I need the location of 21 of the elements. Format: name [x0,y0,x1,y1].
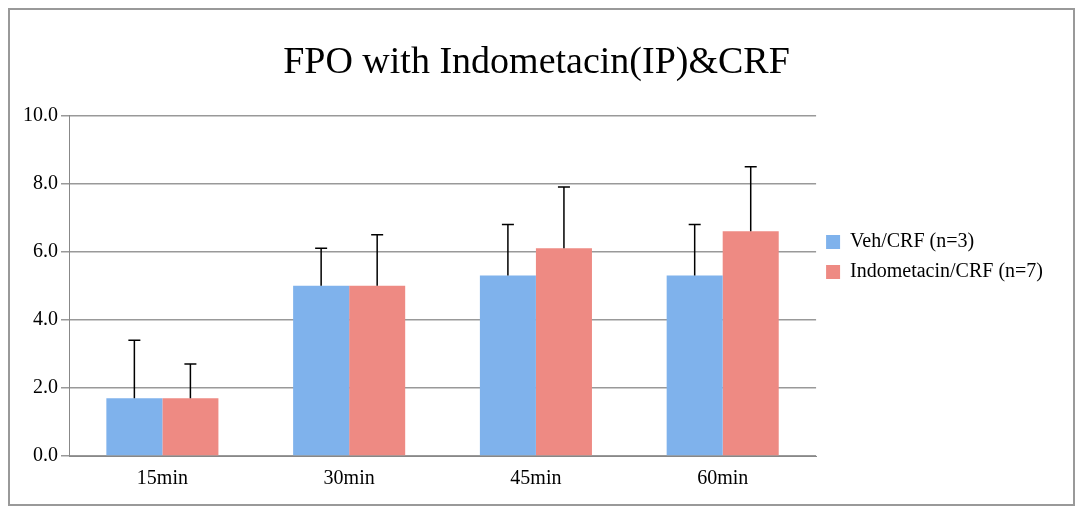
bar [666,275,723,456]
y-tick-label: 8.0 [33,170,58,193]
y-tick-label: 4.0 [33,307,58,330]
bar [162,398,219,456]
x-tick-label: 15min [136,466,188,489]
x-tick-label: 60min [697,466,749,489]
x-tick-label: 30min [323,466,375,489]
legend-label: Indometacin/CRF (n=7) [850,259,1043,283]
bar [535,248,592,456]
bar [349,285,406,456]
y-tick-label: 10.0 [23,102,58,125]
bar [479,275,536,456]
y-tick-label: 2.0 [33,375,58,398]
bar [722,231,779,456]
y-tick-label: 0.0 [33,443,58,466]
x-tick-label: 45min [510,466,562,489]
y-tick-label: 6.0 [33,239,58,262]
bar [106,398,163,456]
legend-label: Veh/CRF (n=3) [850,229,975,253]
chart-title: FPO with Indometacin(IP)&CRF [283,38,790,82]
bar [293,285,350,456]
